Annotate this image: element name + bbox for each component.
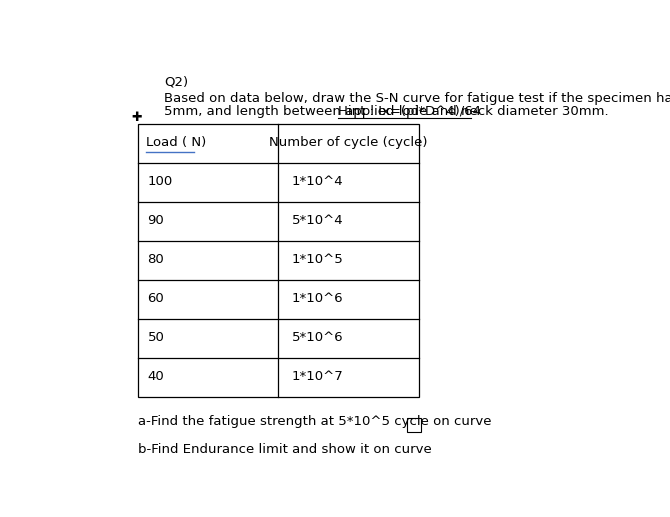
Text: 100: 100 [147,175,173,188]
Text: 1*10^5: 1*10^5 [291,253,343,266]
Text: 60: 60 [147,292,164,305]
Text: Load ( N): Load ( N) [146,135,206,148]
Text: 90: 90 [147,214,164,226]
Text: Hint : Ix=(pi*D^4)/64: Hint : Ix=(pi*D^4)/64 [338,104,481,118]
Text: 40: 40 [147,370,164,383]
Text: 5*10^4: 5*10^4 [291,214,343,226]
Text: Based on data below, draw the S-N curve for fatigue test if the specimen have ne: Based on data below, draw the S-N curve … [164,92,670,105]
Text: b-Find Endurance limit and show it on curve: b-Find Endurance limit and show it on cu… [138,444,432,457]
Text: 50: 50 [147,331,165,344]
Text: 1*10^4: 1*10^4 [291,175,343,188]
Text: 5mm, and length between applied lode and neck diameter 30mm.: 5mm, and length between applied lode and… [164,104,613,118]
Text: a-Find the fatigue strength at 5*10^5 cycle on curve: a-Find the fatigue strength at 5*10^5 cy… [138,415,492,428]
Text: 1*10^6: 1*10^6 [291,292,343,305]
Text: Q2): Q2) [164,76,188,89]
Text: ✚: ✚ [131,111,142,124]
Text: 80: 80 [147,253,164,266]
Text: 1*10^7: 1*10^7 [291,370,343,383]
Text: Number of cycle (cycle): Number of cycle (cycle) [269,135,428,148]
Text: 5*10^6: 5*10^6 [291,331,343,344]
